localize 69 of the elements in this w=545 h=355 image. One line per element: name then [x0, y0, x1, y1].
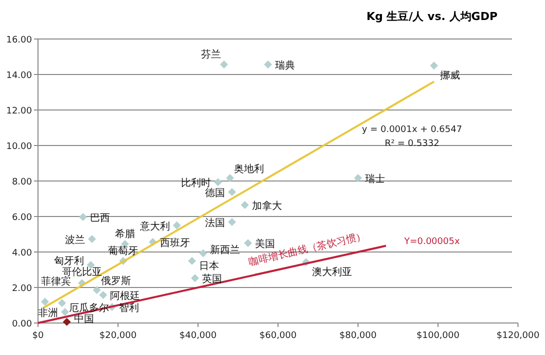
y-tick-label: 0.00 — [12, 320, 32, 330]
point — [240, 200, 249, 209]
annotation: 日本 — [199, 260, 219, 272]
annotation: 波兰 — [65, 234, 85, 246]
annotation: 比利时 — [181, 177, 211, 190]
annotation: 加拿大 — [252, 200, 282, 212]
x-tick-label: $0 — [32, 331, 44, 341]
annotation: 挪威 — [440, 70, 460, 82]
annotation: 葡萄牙 — [108, 245, 138, 258]
y-tick-label: 16.00 — [6, 36, 32, 46]
chart-title: Kg 生豆/人 vs. 人均GDP — [366, 10, 498, 23]
y-tick-label: 4.00 — [12, 248, 32, 258]
annotation: 瑞典 — [275, 60, 295, 72]
point — [430, 62, 438, 70]
point — [41, 298, 49, 306]
annotation: 法国 — [205, 217, 225, 230]
annotation: 芬兰 — [201, 48, 221, 61]
annotation: 非洲 — [38, 306, 58, 319]
annotation: 菲律宾 — [41, 276, 71, 288]
point — [264, 60, 272, 69]
annotation: 意大利 — [138, 220, 170, 232]
y-tick-label: 10.00 — [6, 142, 32, 152]
point — [220, 60, 228, 69]
point — [199, 249, 208, 258]
x-tick-label: $60,000 — [259, 331, 297, 341]
annotation: 希腊 — [115, 228, 135, 240]
annotation: 英国 — [202, 273, 222, 286]
point — [244, 239, 252, 248]
annotation: 新西兰 — [210, 244, 240, 256]
point — [228, 188, 236, 196]
point — [214, 178, 222, 186]
annotation: 德国 — [205, 188, 225, 200]
x-tick-label: $20,000 — [99, 331, 137, 341]
y-tick-label: 6.00 — [12, 213, 32, 223]
point — [228, 218, 236, 226]
point — [354, 174, 362, 182]
x-tick-label: $120,000 — [496, 331, 540, 341]
point — [61, 308, 69, 316]
annotation: 美国 — [255, 238, 275, 250]
y-tick-label: 12.00 — [6, 106, 32, 116]
x-tick-label: $80,000 — [339, 331, 377, 341]
annotation: 西班牙 — [160, 237, 190, 250]
point — [58, 298, 66, 307]
point — [188, 256, 196, 265]
point — [172, 221, 181, 230]
annotation: 俄罗斯 — [100, 274, 131, 287]
y-tick-label: 2.00 — [12, 284, 32, 294]
annotation: 奥地利 — [234, 162, 264, 175]
point — [226, 174, 234, 182]
point — [62, 318, 71, 326]
annotation: 匈牙利 — [54, 254, 84, 267]
annotation: 澳大利亚 — [312, 266, 352, 278]
annotation: R² = 0.5332 — [384, 139, 440, 149]
annotation: 中国 — [74, 312, 94, 325]
x-tick-label: $100,000 — [416, 331, 460, 341]
point — [92, 286, 101, 294]
annotation: 巴西 — [90, 213, 110, 224]
annotation: 智利 — [119, 302, 139, 314]
annotation: 瑞士 — [365, 172, 385, 185]
annotation: 阿根廷 — [110, 290, 140, 302]
y-tick-label: 14.00 — [6, 71, 32, 81]
point — [191, 274, 199, 282]
point — [79, 213, 87, 222]
y-tick-label: 8.00 — [12, 178, 32, 188]
annotation: y = 0.0001x + 0.6547 — [362, 125, 462, 135]
annotation: Y=0.00005x — [403, 237, 460, 247]
x-tick-label: $40,000 — [179, 331, 217, 341]
point — [88, 235, 96, 244]
point — [99, 290, 108, 299]
